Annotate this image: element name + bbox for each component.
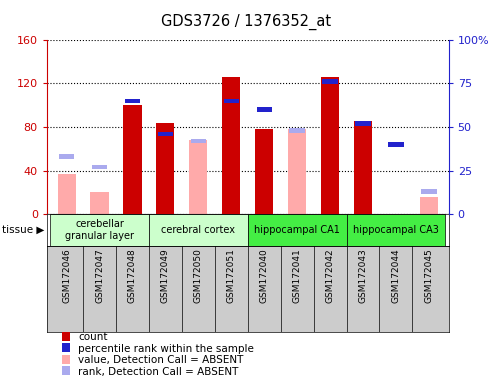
- Text: tissue ▶: tissue ▶: [2, 225, 45, 235]
- Bar: [125, 99, 140, 103]
- Bar: [420, 197, 438, 214]
- Text: value, Detection Call = ABSENT: value, Detection Call = ABSENT: [78, 355, 243, 365]
- Text: percentile rank within the sample: percentile rank within the sample: [78, 344, 254, 354]
- Bar: [156, 122, 175, 214]
- Bar: [255, 129, 273, 214]
- Text: hippocampal CA3: hippocampal CA3: [353, 225, 439, 235]
- Bar: [354, 121, 372, 214]
- Bar: [222, 77, 240, 214]
- Bar: [92, 165, 107, 169]
- Bar: [321, 77, 339, 214]
- Bar: [322, 79, 338, 84]
- Text: GSM172041: GSM172041: [293, 248, 302, 303]
- Bar: [189, 140, 208, 214]
- Text: rank, Detection Call = ABSENT: rank, Detection Call = ABSENT: [78, 367, 238, 377]
- Text: GSM172048: GSM172048: [128, 248, 137, 303]
- Bar: [289, 128, 305, 132]
- Bar: [59, 154, 74, 159]
- Bar: [91, 192, 108, 214]
- Text: cerebral cortex: cerebral cortex: [161, 225, 235, 235]
- Text: GSM172047: GSM172047: [95, 248, 104, 303]
- Text: GSM172042: GSM172042: [325, 248, 335, 303]
- Bar: [58, 174, 75, 214]
- Bar: [248, 214, 347, 246]
- Text: GSM172045: GSM172045: [424, 248, 433, 303]
- Text: GSM172050: GSM172050: [194, 248, 203, 303]
- Bar: [191, 139, 206, 143]
- Text: GSM172049: GSM172049: [161, 248, 170, 303]
- Text: cerebellar
granular layer: cerebellar granular layer: [65, 219, 134, 241]
- Bar: [223, 99, 239, 103]
- Bar: [288, 129, 306, 214]
- Text: count: count: [78, 332, 107, 342]
- Text: GSM172040: GSM172040: [260, 248, 269, 303]
- Bar: [50, 214, 149, 246]
- Bar: [149, 214, 248, 246]
- Bar: [388, 142, 404, 147]
- Bar: [158, 132, 173, 136]
- Bar: [347, 214, 445, 246]
- Text: GSM172051: GSM172051: [227, 248, 236, 303]
- Bar: [355, 121, 371, 126]
- Bar: [123, 105, 141, 214]
- Text: GSM172046: GSM172046: [62, 248, 71, 303]
- Text: GSM172044: GSM172044: [391, 248, 400, 303]
- Bar: [421, 189, 437, 194]
- Text: hippocampal CA1: hippocampal CA1: [254, 225, 340, 235]
- Text: GDS3726 / 1376352_at: GDS3726 / 1376352_at: [161, 14, 332, 30]
- Bar: [256, 107, 272, 112]
- Text: GSM172043: GSM172043: [358, 248, 367, 303]
